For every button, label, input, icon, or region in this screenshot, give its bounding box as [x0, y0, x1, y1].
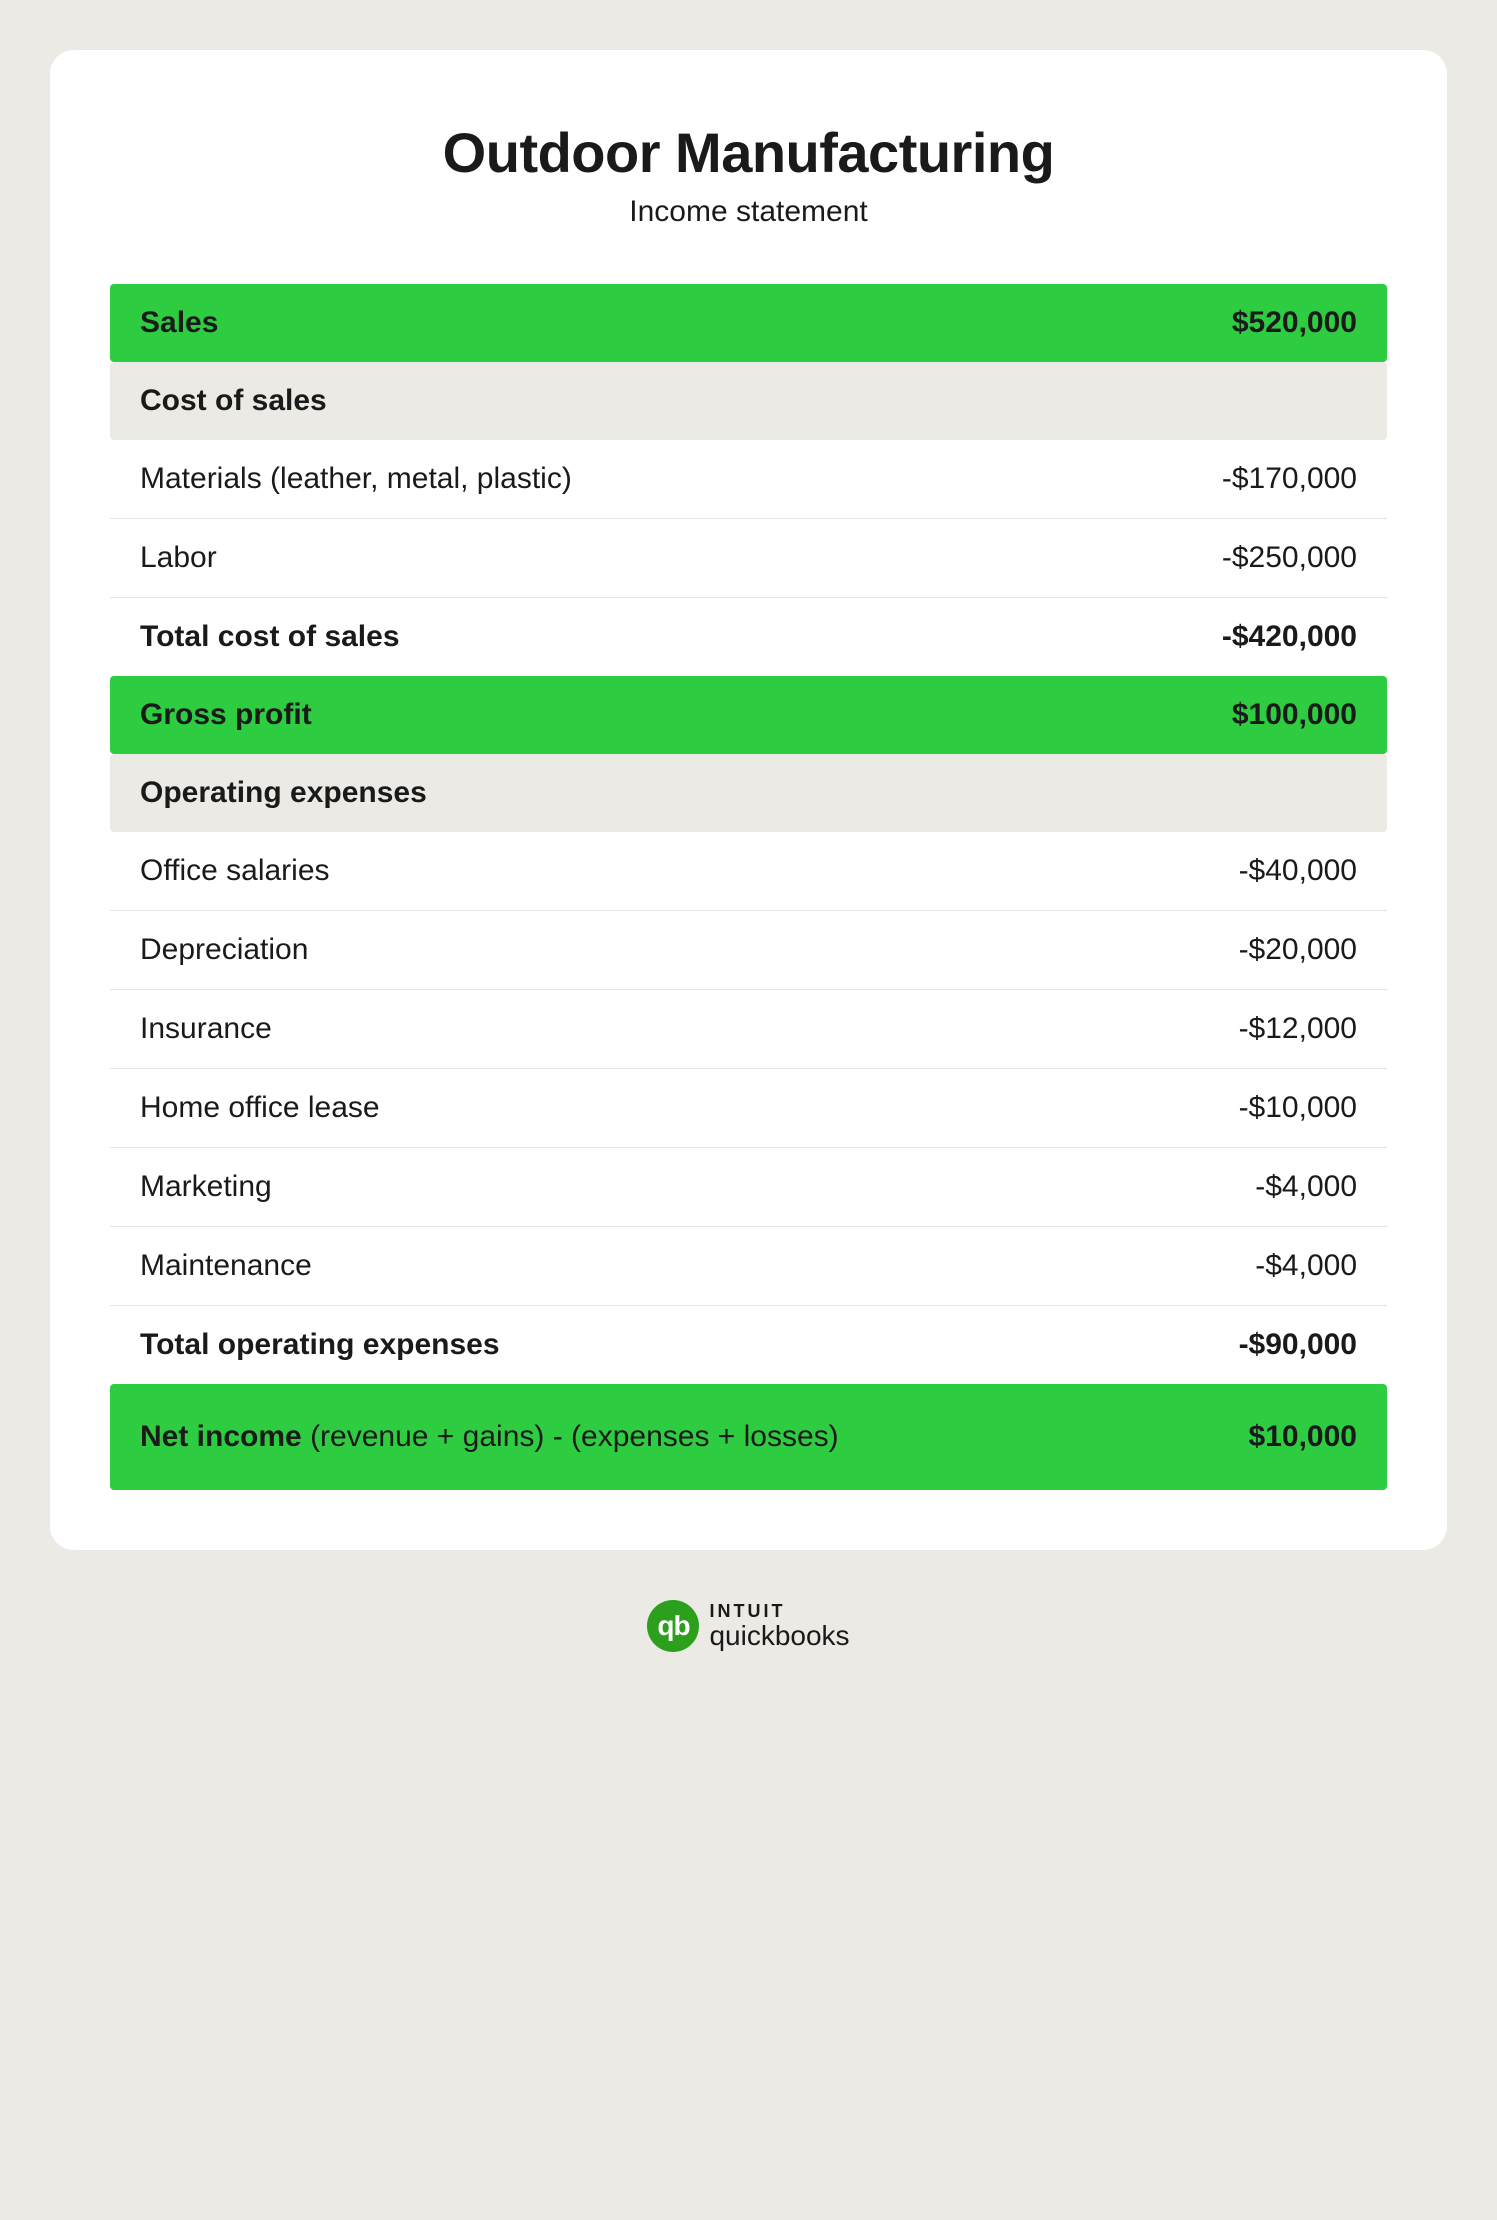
cost-of-sales-label: Cost of sales	[140, 384, 327, 418]
operating-item-label: Home office lease	[140, 1091, 380, 1125]
company-title: Outdoor Manufacturing	[110, 120, 1387, 185]
operating-expenses-label: Operating expenses	[140, 776, 427, 810]
cost-items-list: Materials (leather, metal, plastic) -$170…	[110, 440, 1387, 598]
gross-profit-row: Gross profit $100,000	[110, 676, 1387, 754]
operating-item-row: Office salaries -$40,000	[110, 832, 1387, 911]
statement-table: Sales $520,000 Cost of sales Materials (…	[110, 284, 1387, 1490]
net-income-value: $10,000	[1249, 1420, 1357, 1454]
operating-item-row: Marketing -$4,000	[110, 1148, 1387, 1227]
gross-profit-value: $100,000	[1232, 698, 1357, 732]
operating-expenses-header: Operating expenses	[110, 754, 1387, 832]
total-operating-value: -$90,000	[1239, 1328, 1357, 1362]
operating-item-label: Office salaries	[140, 854, 330, 888]
operating-item-row: Home office lease -$10,000	[110, 1069, 1387, 1148]
cost-item-value: -$170,000	[1222, 462, 1357, 496]
operating-item-value: -$4,000	[1255, 1249, 1357, 1283]
cost-item-value: -$250,000	[1222, 541, 1357, 575]
cost-item-row: Materials (leather, metal, plastic) -$170…	[110, 440, 1387, 519]
sales-value: $520,000	[1232, 306, 1357, 340]
quickbooks-logo: qb INTUIT quickbooks	[647, 1600, 849, 1652]
operating-item-row: Insurance -$12,000	[110, 990, 1387, 1069]
operating-item-row: Depreciation -$20,000	[110, 911, 1387, 990]
net-income-label: Net income (revenue + gains) - (expenses…	[140, 1420, 839, 1454]
cost-item-label: Materials (leather, metal, plastic)	[140, 462, 572, 496]
operating-item-value: -$10,000	[1239, 1091, 1357, 1125]
operating-item-value: -$12,000	[1239, 1012, 1357, 1046]
net-income-formula: (revenue + gains) - (expenses + losses)	[310, 1420, 839, 1453]
total-operating-row: Total operating expenses -$90,000	[110, 1306, 1387, 1384]
operating-item-label: Marketing	[140, 1170, 272, 1204]
quickbooks-icon: qb	[647, 1600, 699, 1652]
operating-item-value: -$20,000	[1239, 933, 1357, 967]
net-income-text: Net income	[140, 1420, 302, 1453]
operating-item-label: Depreciation	[140, 933, 308, 967]
net-income-row: Net income (revenue + gains) - (expenses…	[110, 1384, 1387, 1490]
cost-item-row: Labor -$250,000	[110, 519, 1387, 598]
intuit-label: INTUIT	[709, 1602, 849, 1621]
operating-item-label: Insurance	[140, 1012, 272, 1046]
gross-profit-label: Gross profit	[140, 698, 312, 732]
card-header: Outdoor Manufacturing Income statement	[110, 120, 1387, 229]
document-subtitle: Income statement	[110, 195, 1387, 229]
operating-item-value: -$4,000	[1255, 1170, 1357, 1204]
quickbooks-glyph: qb	[657, 1612, 689, 1640]
cost-item-label: Labor	[140, 541, 217, 575]
operating-items-list: Office salaries -$40,000 Depreciation -$20,…	[110, 832, 1387, 1306]
quickbooks-label: quickbooks	[709, 1621, 849, 1650]
cost-of-sales-header: Cost of sales	[110, 362, 1387, 440]
total-cost-row: Total cost of sales -$420,000	[110, 598, 1387, 676]
sales-label: Sales	[140, 306, 218, 340]
footer: qb INTUIT quickbooks	[50, 1600, 1447, 1652]
total-cost-label: Total cost of sales	[140, 620, 400, 654]
operating-item-value: -$40,000	[1239, 854, 1357, 888]
total-cost-value: -$420,000	[1222, 620, 1357, 654]
operating-item-row: Maintenance -$4,000	[110, 1227, 1387, 1306]
quickbooks-text: INTUIT quickbooks	[709, 1602, 849, 1650]
operating-item-label: Maintenance	[140, 1249, 312, 1283]
sales-row: Sales $520,000	[110, 284, 1387, 362]
income-statement-card: Outdoor Manufacturing Income statement S…	[50, 50, 1447, 1550]
total-operating-label: Total operating expenses	[140, 1328, 500, 1362]
